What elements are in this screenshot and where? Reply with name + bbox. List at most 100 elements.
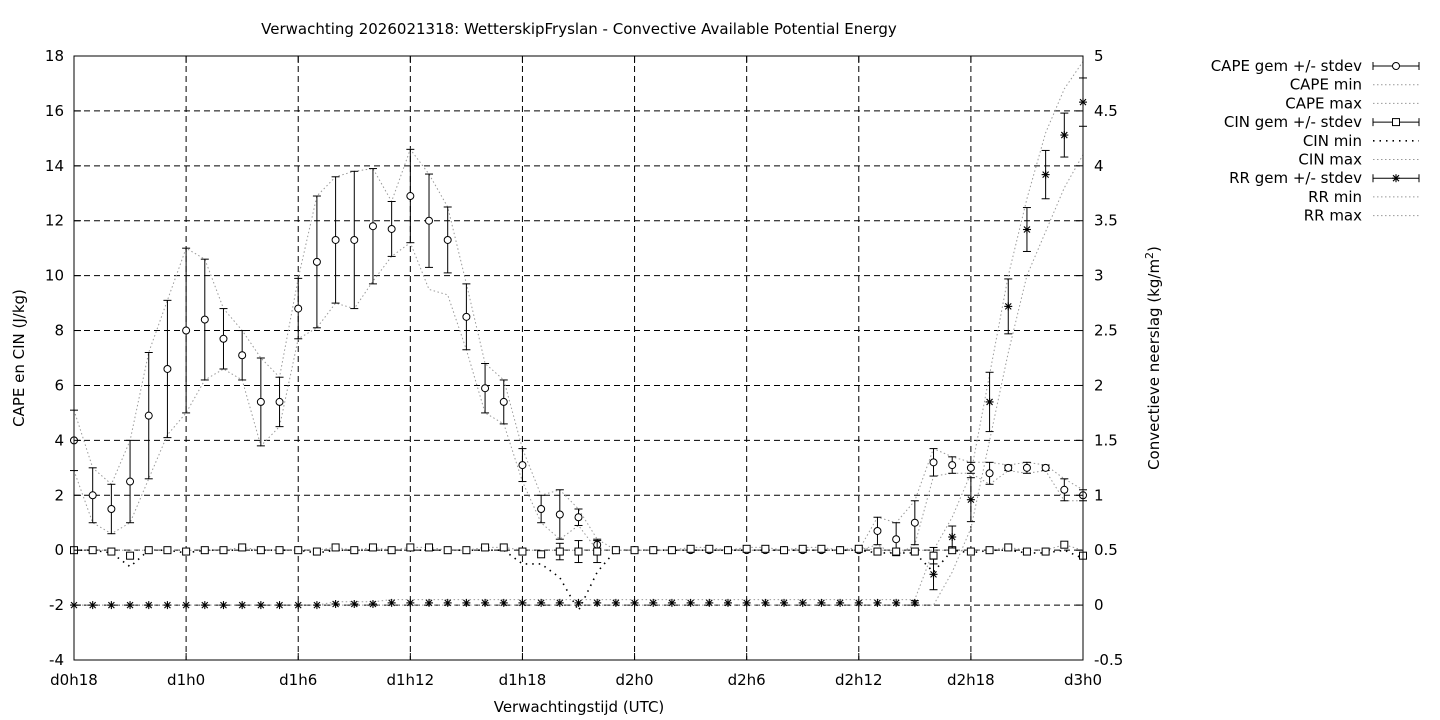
y2-axis-label-sup: 2 [1143, 252, 1156, 259]
data-point [761, 544, 770, 553]
data-point [275, 601, 284, 610]
data-point [948, 533, 957, 542]
star-stroke [799, 599, 807, 607]
y2-tick-label: 3 [1094, 267, 1104, 285]
data-point [425, 598, 434, 607]
axes: d0h18 d1h0 d1h6 d1h12 d1h18 d2h0 d2h6 d2h12 d2h1… [45, 47, 1123, 689]
star-stroke [556, 599, 564, 607]
data-point [537, 550, 546, 559]
star-stroke [201, 601, 209, 609]
star-stroke [631, 599, 638, 607]
data-point [817, 544, 826, 553]
data-point [312, 601, 321, 610]
data-point [499, 397, 508, 406]
data-point [985, 546, 994, 555]
data-point [593, 547, 602, 556]
data-point [387, 546, 396, 555]
data-point [163, 601, 172, 610]
data-point [537, 598, 546, 607]
data-point [163, 546, 172, 555]
star-stroke [836, 599, 844, 607]
star-stroke [724, 599, 732, 607]
data-marks [70, 77, 1087, 610]
data-point [611, 598, 620, 607]
data-point [910, 547, 919, 556]
star-stroke [967, 496, 975, 504]
star-stroke [780, 599, 788, 607]
data-point [88, 601, 97, 610]
series-line-2 [73, 148, 1084, 551]
star-stroke [313, 601, 321, 609]
data-point [574, 513, 583, 522]
data-point [1022, 463, 1031, 472]
star-stroke [1392, 174, 1400, 182]
star-stroke [1004, 302, 1012, 310]
data-point [481, 543, 490, 552]
data-point [873, 526, 882, 535]
y-tick-label: 10 [45, 267, 64, 285]
data-point [686, 544, 695, 553]
data-point [182, 601, 191, 610]
data-point [331, 235, 340, 244]
data-point [854, 544, 863, 553]
data-point [555, 510, 564, 519]
data-point [686, 598, 695, 607]
star-stroke [220, 601, 227, 609]
legend-marker [1392, 174, 1400, 183]
data-point [1041, 463, 1050, 472]
data-point [742, 598, 751, 607]
x-tick-label: d2h12 [835, 671, 883, 689]
star-stroke [818, 599, 825, 607]
star-stroke [164, 601, 171, 609]
y2-tick-label: 3.5 [1094, 212, 1118, 230]
star-stroke [238, 601, 246, 609]
data-point [312, 547, 321, 556]
data-point [144, 411, 153, 420]
legend-label: CIN gem +/- stdev [1224, 113, 1362, 131]
data-point [126, 551, 135, 560]
data-point [462, 598, 471, 607]
data-point [238, 351, 247, 360]
data-point [387, 598, 396, 607]
data-point [219, 601, 228, 610]
data-point [1060, 485, 1069, 494]
star-stroke [425, 599, 433, 607]
star-stroke [911, 599, 919, 607]
data-point [593, 598, 602, 607]
data-point [667, 598, 676, 607]
star-stroke [257, 601, 265, 609]
data-point [1022, 225, 1031, 234]
data-point [499, 598, 508, 607]
legend-marker [1392, 62, 1400, 70]
data-point [88, 546, 97, 555]
data-point [443, 546, 452, 555]
data-point [350, 546, 359, 555]
y2-axis-label-main: Convectieve neerslag (kg/m [1145, 259, 1163, 470]
data-point [387, 224, 396, 233]
y2-tick-label: 4 [1094, 157, 1104, 175]
star-stroke [1042, 171, 1050, 178]
data-point [350, 235, 359, 244]
y2-tick-label: 2.5 [1094, 322, 1118, 340]
y2-tick-label: 1 [1094, 486, 1104, 504]
star-stroke [294, 601, 302, 609]
data-point [555, 547, 564, 556]
y-tick-label: 18 [45, 47, 64, 65]
x-tick-label: d2h0 [615, 671, 653, 689]
star-stroke [107, 601, 115, 609]
data-point [649, 598, 658, 607]
x-tick-label: d2h18 [947, 671, 995, 689]
y-tick-label: -4 [49, 651, 64, 669]
legend-label: CIN max [1298, 151, 1362, 169]
star-stroke [369, 600, 377, 608]
data-point [144, 546, 153, 555]
data-point [144, 601, 153, 610]
data-point [910, 598, 919, 607]
star-stroke [182, 601, 190, 609]
star-stroke [649, 599, 657, 607]
data-point [200, 546, 209, 555]
star-stroke [350, 600, 358, 608]
data-point [985, 397, 994, 406]
x-tick-label: d1h0 [167, 671, 205, 689]
star-stroke [332, 600, 339, 608]
